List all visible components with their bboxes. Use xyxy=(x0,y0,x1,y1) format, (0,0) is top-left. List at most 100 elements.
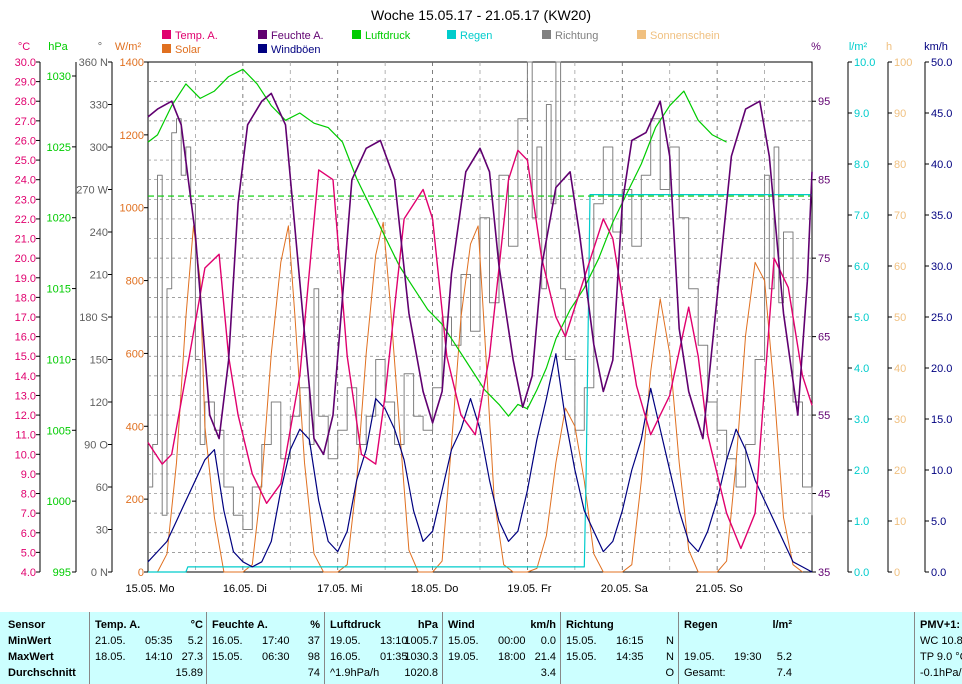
humidity-axis-tick-label: 85 xyxy=(818,175,830,187)
wind-axis-tick-label: 0.0 xyxy=(931,567,946,579)
temp-axis-tick-label: 7.0 xyxy=(21,508,36,520)
sunshine-axis-tick-label: 40 xyxy=(894,363,906,375)
stats-row-label: MaxWert xyxy=(8,651,54,663)
stats-row-label: TP 9.0 °C xyxy=(920,651,962,663)
stats-date: 19.05. xyxy=(448,651,479,663)
x-axis-labels: 15.05. Mo 16.05. Di 17.05. Mi 18.05. Do 19.0… xyxy=(126,583,743,595)
stats-header: Temp. A. xyxy=(95,619,141,631)
humidity-axis-tick-label: 75 xyxy=(818,253,830,265)
stats-separator xyxy=(914,612,915,684)
temp-axis-tick-label: 26.0 xyxy=(15,135,36,147)
stats-date: 15.05. xyxy=(566,635,597,647)
stats-date: ^1.9hPa/h xyxy=(330,667,380,679)
solar-axis-tick-label: 1400 xyxy=(120,57,144,69)
humidity-axis-tick-label: 55 xyxy=(818,410,830,422)
temp-axis-tick-label: 12.0 xyxy=(15,410,36,422)
sunshine-axis-tick-label: 100 xyxy=(894,57,912,69)
rain-axis-tick-label: 5.0 xyxy=(854,312,869,324)
stats-column-wind: Wind km/h 15.05. 00:00 0.0 19.05. 18:00 21.4 3.4 xyxy=(448,612,560,684)
stats-value: 3.4 xyxy=(540,667,556,679)
legend-label: Solar xyxy=(175,44,201,56)
stats-unit: l/m² xyxy=(772,619,792,631)
pressure-axis-tick-label: 1030 xyxy=(47,71,71,83)
temp-axis-tick-label: 16.0 xyxy=(15,332,36,344)
rain-axis-tick-label: 9.0 xyxy=(854,108,869,120)
stats-value: 1020.8 xyxy=(404,667,438,679)
temp-axis-tick-label: 15.0 xyxy=(15,351,36,363)
legend-label: Sonnenschein xyxy=(650,30,720,42)
temp-axis-tick-label: 11.0 xyxy=(15,430,36,442)
humidity-series xyxy=(147,92,813,456)
sunshine-axis-tick-label: 50 xyxy=(894,312,906,324)
stats-value: O xyxy=(665,667,674,679)
direction-axis-tick-label: 120 xyxy=(90,397,108,409)
stats-separator xyxy=(206,612,207,684)
direction-axis-tick-label: 30 xyxy=(96,525,108,537)
direction-axis-tick-label: 210 xyxy=(90,270,108,282)
stats-value: 0.0 xyxy=(540,635,556,647)
wind-axis-tick-label: 45.0 xyxy=(931,108,952,120)
solar-axis-unit: W/m² xyxy=(115,41,142,53)
humidity-axis-unit: % xyxy=(811,41,821,53)
stats-time: 06:30 xyxy=(262,651,290,663)
x-tick-label: 18.05. Do xyxy=(411,583,459,595)
temp-axis-tick-label: 20.0 xyxy=(15,253,36,265)
stats-header: Sensor xyxy=(8,619,46,631)
direction-axis-tick-label: 60 xyxy=(96,482,108,494)
temp-axis-tick-label: 24.0 xyxy=(15,175,36,187)
data-series xyxy=(147,61,813,573)
stats-time: 17:40 xyxy=(262,635,290,647)
stats-value: 37 xyxy=(307,635,320,647)
rain-axis-tick-label: 7.0 xyxy=(854,210,869,222)
stats-date: 15.05. xyxy=(212,651,243,663)
direction-axis-unit: ° xyxy=(98,41,102,53)
humidity-axis-tick-label: 65 xyxy=(818,332,830,344)
x-tick-label: 20.05. Sa xyxy=(601,583,649,595)
stats-header: Richtung xyxy=(566,619,614,631)
solar-axis-tick-label: 0 xyxy=(138,567,144,579)
rain-axis-tick-label: 3.0 xyxy=(854,414,869,426)
direction-axis-tick-label: 300 xyxy=(90,142,108,154)
temp-series xyxy=(147,149,813,550)
stats-value: 15.89 xyxy=(175,667,203,679)
right-axes: % 35 45 55 65 75 85 95 l/m² 0.0 1.0 2.0 3.0 4.0 5.0 6.0… xyxy=(811,41,952,579)
temp-axis-tick-label: 25.0 xyxy=(15,155,36,167)
direction-axis-tick-label: 240 xyxy=(90,227,108,239)
temp-axis-tick-label: 23.0 xyxy=(15,194,36,206)
wind-axis-tick-label: 30.0 xyxy=(931,261,952,273)
legend-label: Feuchte A. xyxy=(271,30,324,42)
sunshine-axis-unit: h xyxy=(886,41,892,53)
stats-value: 98 xyxy=(307,651,320,663)
wind-axis-unit: km/h xyxy=(924,41,948,53)
legend-swatch xyxy=(162,44,171,53)
solar-axis-tick-label: 800 xyxy=(126,276,144,288)
x-tick-label: 19.05. Fr xyxy=(507,583,551,595)
legend-label: Luftdruck xyxy=(365,30,411,42)
stats-time: 14:35 xyxy=(616,651,644,663)
stats-column-pressure: Luftdruck hPa 19.05. 13:10 1005.7 16.05. 01:35… xyxy=(330,612,442,684)
humidity-axis-tick-label: 45 xyxy=(818,489,830,501)
direction-axis-tick-label: 270 W xyxy=(76,185,108,197)
pressure-axis-tick-label: 1000 xyxy=(47,496,71,508)
legend-label: Richtung xyxy=(555,30,598,42)
temp-axis-unit: °C xyxy=(18,41,30,53)
pressure-series xyxy=(147,68,727,417)
legend-swatch xyxy=(637,30,646,39)
rain-axis-tick-label: 10.0 xyxy=(854,57,875,69)
stats-date: 16.05. xyxy=(330,651,361,663)
rain-axis-tick-label: 6.0 xyxy=(854,261,869,273)
pressure-axis-tick-label: 1015 xyxy=(47,284,71,296)
stats-value: 7.4 xyxy=(776,667,792,679)
sunshine-axis-tick-label: 80 xyxy=(894,159,906,171)
direction-series xyxy=(148,61,813,530)
wind-axis-tick-label: 40.0 xyxy=(931,159,952,171)
temp-axis-tick-label: 19.0 xyxy=(15,273,36,285)
stats-date: 18.05. xyxy=(95,651,126,663)
sunshine-axis-tick-label: 60 xyxy=(894,261,906,273)
legend-swatch xyxy=(542,30,551,39)
weather-chart: Woche 15.05.17 - 21.05.17 (KW20) Temp. A… xyxy=(15,7,953,595)
stats-unit: km/h xyxy=(530,619,556,631)
stats-date: Gesamt: xyxy=(684,667,726,679)
stats-time: 14:10 xyxy=(145,651,173,663)
stats-time: 00:00 xyxy=(498,635,526,647)
